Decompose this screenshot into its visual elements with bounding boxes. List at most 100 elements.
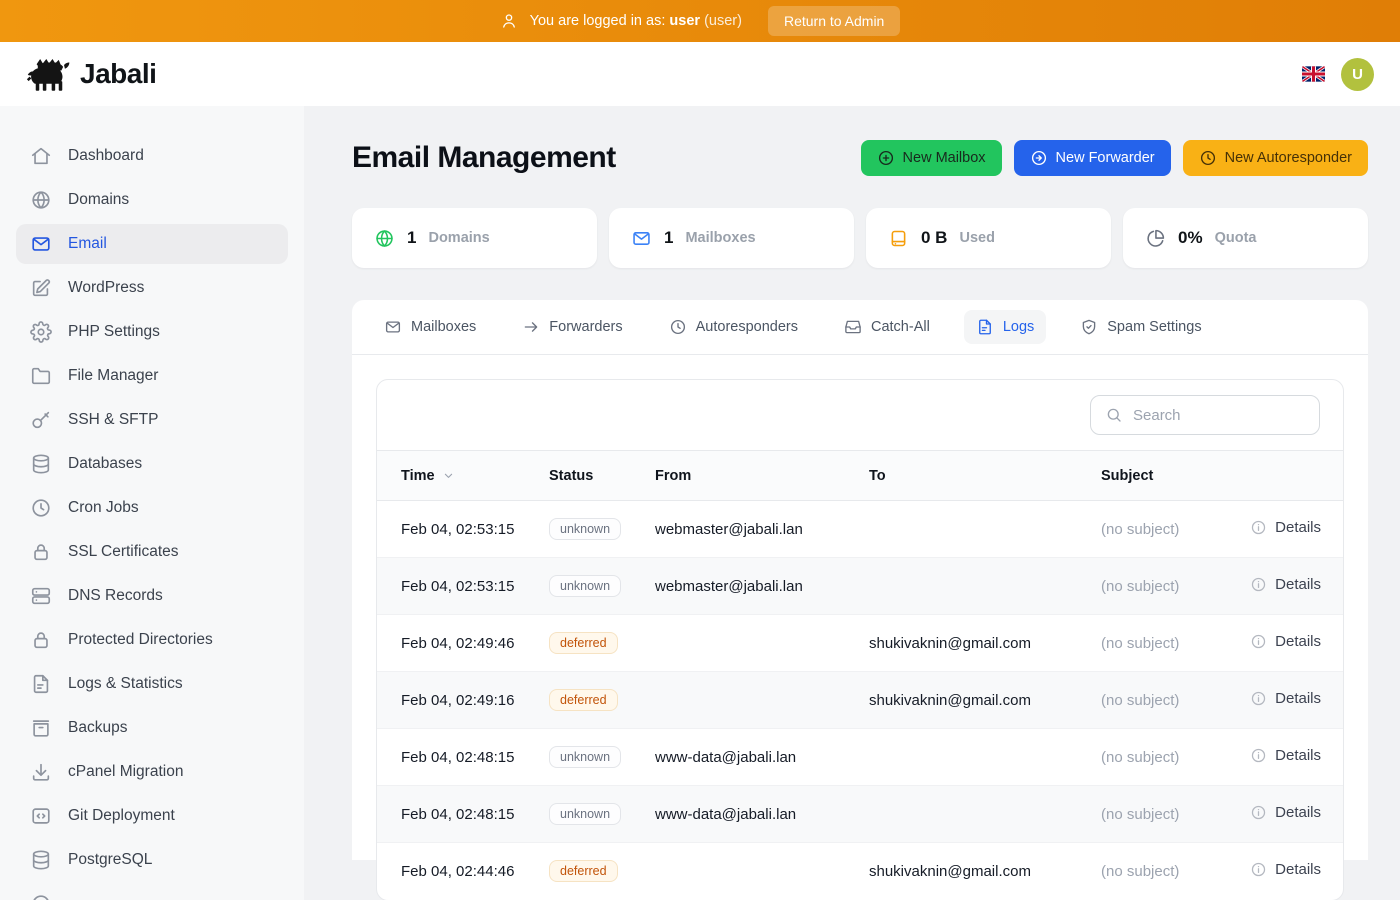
sidebar-item-label: SSH & SFTP [68, 411, 159, 428]
new-mailbox-button[interactable]: New Mailbox [860, 140, 1002, 176]
status-badge: unknown [549, 518, 622, 540]
folder-icon [31, 367, 51, 385]
logs-table-header-row: Time Status From To Subject [377, 450, 1343, 501]
mail-icon [32, 237, 50, 251]
return-to-admin-button[interactable]: Return to Admin [767, 6, 901, 36]
sidebar-item-logs-statistics[interactable]: Logs & Statistics [16, 664, 288, 704]
stat-value: 1 [407, 228, 417, 247]
new-autoresponder-button[interactable]: New Autoresponder [1182, 140, 1368, 176]
sidebar-item-wordpress[interactable]: WordPress [16, 268, 288, 308]
log-subject: (no subject) [1101, 805, 1180, 823]
drive-icon [891, 230, 906, 246]
logs-table: Time Status From To Subject Feb 04, 02:53:15… [377, 450, 1343, 900]
log-to: shukivaknin@gmail.com [869, 634, 1031, 652]
email-panel: Mailboxes Forwarders Autoresponders Catch-A… [352, 300, 1368, 900]
search-input[interactable] [1133, 406, 1305, 424]
log-status: deferred [549, 672, 655, 729]
log-status: unknown [549, 558, 655, 615]
user-avatar[interactable]: U [1341, 57, 1374, 91]
inbox-icon [845, 320, 861, 334]
stat-value: 0 B [921, 228, 948, 247]
tab-catch-all[interactable]: Catch-All [832, 310, 942, 344]
log-from: www-data@jabali.lan [655, 805, 797, 823]
chevron-down-icon [444, 473, 452, 478]
log-details-cell: Details [1205, 558, 1343, 615]
clock-icon [32, 499, 50, 517]
log-to [869, 558, 1101, 615]
tab-logs[interactable]: Logs [963, 310, 1047, 344]
details-link[interactable]: Details [1250, 804, 1321, 821]
info-icon [1251, 805, 1266, 819]
sidebar-item-label: cPanel Migration [68, 763, 184, 780]
download-icon [32, 763, 50, 781]
column-header-status: Status [549, 451, 655, 501]
sidebar-item-git-deployment[interactable]: Git Deployment [16, 796, 288, 836]
boar-icon [26, 58, 70, 91]
column-label: Subject [1101, 467, 1154, 484]
log-subject: (no subject) [1101, 691, 1180, 709]
log-time: Feb 04, 02:49:46 [401, 634, 515, 652]
log-row: Feb 04, 02:49:16 deferred shukivaknin@gmai… [377, 671, 1343, 729]
file-text-icon [33, 674, 49, 694]
sidebar-item-dns-records[interactable]: DNS Records [16, 576, 288, 616]
sidebar-item-label: PHP Settings [68, 323, 160, 340]
details-link[interactable]: Details [1250, 861, 1321, 878]
log-from: www-data@jabali.lan [655, 748, 797, 766]
tab-label: Catch-All [870, 319, 930, 335]
sidebar-item-cpanel-migration[interactable]: cPanel Migration [16, 752, 288, 792]
arrow-right-icon [524, 322, 538, 332]
sidebar-item-ssh-sftp[interactable]: SSH & SFTP [16, 400, 288, 440]
log-to [869, 501, 1101, 558]
sidebar-item-email[interactable]: Email [16, 224, 288, 264]
sidebar-item-backups[interactable]: Backups [16, 708, 288, 748]
sidebar-item-protected-directories[interactable]: Protected Directories [16, 620, 288, 660]
app-header: Jabali U [0, 42, 1400, 106]
sidebar-item-ssl-certificates[interactable]: SSL Certificates [16, 532, 288, 572]
logged-in-role: (user) [704, 13, 742, 29]
person-icon [500, 12, 518, 30]
home-icon [31, 147, 51, 165]
details-link[interactable]: Details [1250, 747, 1321, 764]
column-header-time[interactable]: Time [377, 451, 549, 501]
tab-autoresponders[interactable]: Autoresponders [657, 310, 810, 344]
sidebar-item-domains[interactable]: Domains [16, 180, 288, 220]
stat-card-mailboxes: 1 Mailboxes [609, 208, 854, 268]
sidebar-item-more[interactable] [16, 884, 288, 900]
tab-label: Logs [1002, 319, 1035, 335]
lock-icon [34, 544, 48, 561]
sidebar-item-php-settings[interactable]: PHP Settings [16, 312, 288, 352]
tab-spam-settings[interactable]: Spam Settings [1068, 310, 1213, 344]
sidebar-item-label: Dashboard [68, 147, 144, 164]
sidebar-item-dashboard[interactable]: Dashboard [16, 136, 288, 176]
brand-logo[interactable]: Jabali [26, 56, 157, 92]
log-row: Feb 04, 02:48:15 unknown www-data@jabali.l… [377, 728, 1343, 786]
sidebar-item-label: Databases [68, 455, 143, 472]
sidebar-item-postgresql[interactable]: PostgreSQL [16, 840, 288, 880]
new-forwarder-button[interactable]: New Forwarder [1013, 140, 1171, 176]
status-badge: deferred [549, 860, 618, 883]
logged-in-prefix: You are logged in as: [529, 13, 666, 29]
tab-label: Autoresponders [695, 319, 798, 335]
tab-forwarders[interactable]: Forwarders [510, 310, 634, 344]
button-label: New Autoresponder [1224, 150, 1352, 166]
sidebar-nav: Dashboard Domains Email WordPress PHP Settin… [0, 106, 304, 900]
log-from [655, 672, 869, 729]
sidebar-item-label: DNS Records [68, 587, 163, 604]
sidebar-item-cron-jobs[interactable]: Cron Jobs [16, 488, 288, 528]
log-time: Feb 04, 02:53:15 [401, 520, 515, 538]
details-link[interactable]: Details [1250, 633, 1321, 650]
log-subject: (no subject) [1101, 577, 1180, 595]
log-details-cell: Details [1205, 672, 1343, 729]
stat-label: Quota [1214, 230, 1257, 246]
tab-mailboxes[interactable]: Mailboxes [372, 310, 488, 344]
details-link[interactable]: Details [1250, 576, 1321, 593]
language-flag-icon[interactable] [1302, 66, 1325, 82]
sidebar-item-file-manager[interactable]: File Manager [16, 356, 288, 396]
logs-table-card: Time Status From To Subject Feb 04, 02:53:15… [376, 379, 1344, 900]
log-time: Feb 04, 02:49:16 [401, 691, 515, 709]
details-link[interactable]: Details [1250, 519, 1321, 536]
log-from: webmaster@jabali.lan [655, 577, 803, 595]
sidebar-item-databases[interactable]: Databases [16, 444, 288, 484]
details-link[interactable]: Details [1250, 690, 1321, 707]
details-label: Details [1275, 689, 1321, 707]
